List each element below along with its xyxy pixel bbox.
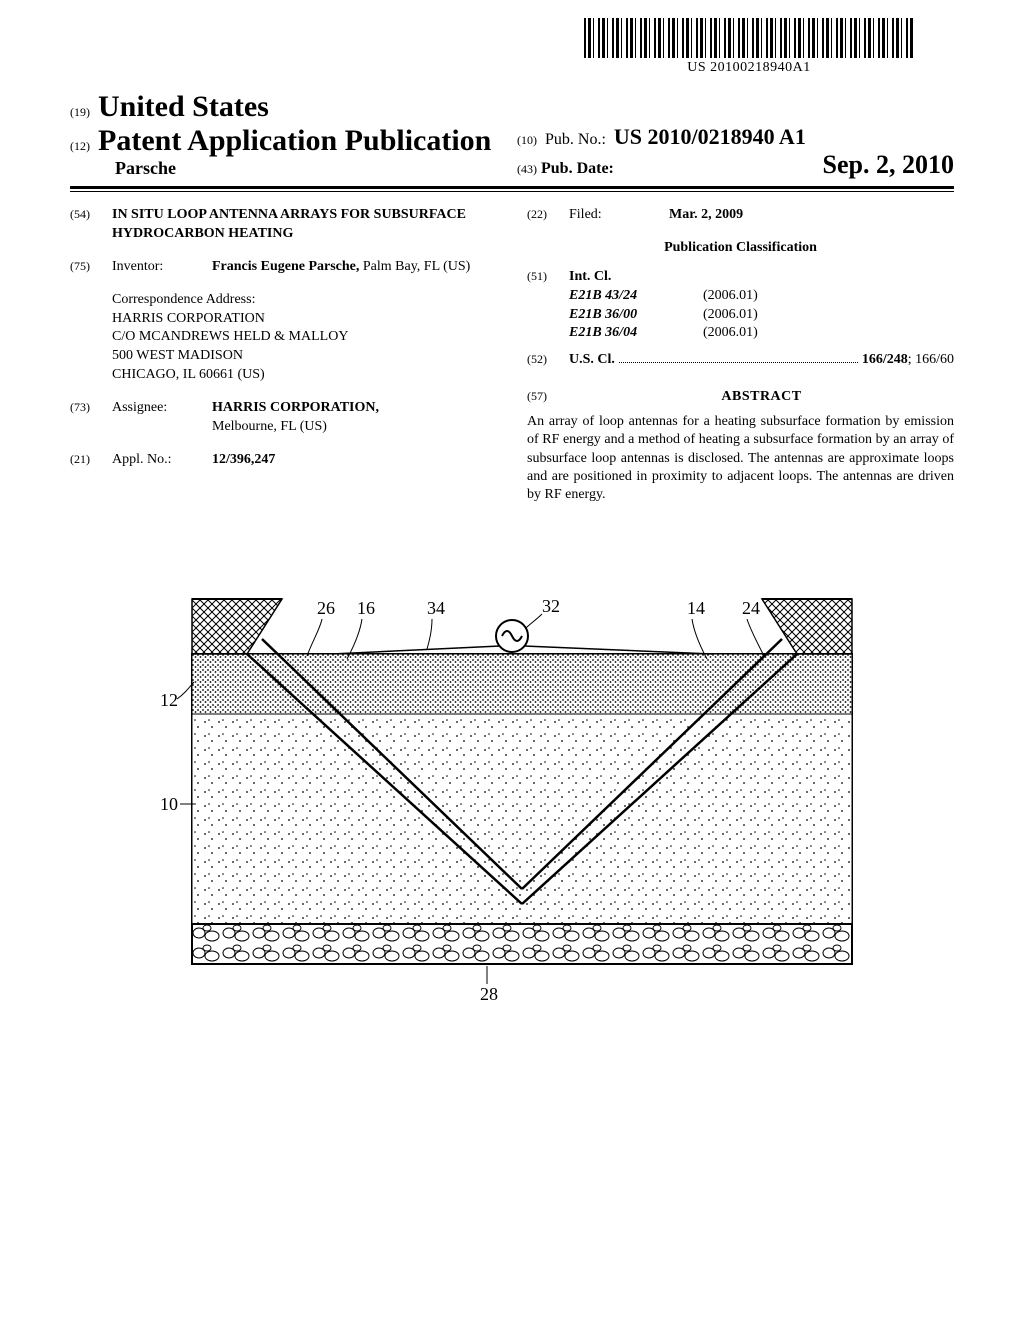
assignee-loc: Melbourne, FL (US) [212,419,327,434]
inventor-code: (75) [70,258,112,277]
country: United States [98,90,269,124]
invention-title: IN SITU LOOP ANTENNA ARRAYS FOR SUBSURFA… [112,206,497,244]
uscl-code: (52) [527,351,569,367]
barcode-region: US 20100218940A1 [584,18,914,76]
fig-label-26: 26 [317,598,335,618]
doc-type: Patent Application Publication [98,124,491,158]
inventor-loc: Palm Bay, FL (US) [363,259,470,274]
right-column: (22) Filed: Mar. 2, 2009 Publication Cla… [527,206,954,504]
correspondence: Correspondence Address: HARRIS CORPORATI… [112,291,497,385]
correspondence-l3: 500 WEST MADISON [112,347,497,366]
assignee-name: HARRIS CORPORATION, [212,400,379,415]
intcl-1-code: E21B 36/00 [569,306,679,325]
filed-code: (22) [527,206,569,225]
pubdate-label: Pub. Date: [541,160,614,177]
figure: 26 16 34 32 14 24 12 10 28 [70,564,954,1024]
inventor-label: Inventor: [112,258,212,277]
intcl-list: E21B 43/24(2006.01) E21B 36/00(2006.01) … [569,287,758,344]
figure-svg: 26 16 34 32 14 24 12 10 28 [132,564,892,1024]
fig-label-32: 32 [542,596,560,616]
bibliographic: (54) IN SITU LOOP ANTENNA ARRAYS FOR SUB… [70,206,954,504]
correspondence-l1: HARRIS CORPORATION [112,310,497,329]
left-column: (54) IN SITU LOOP ANTENNA ARRAYS FOR SUB… [70,206,497,504]
fig-label-16: 16 [357,598,375,618]
pubno: US 2010/0218940 A1 [614,124,806,150]
doc-code: (12) [70,139,90,154]
applno-label: Appl. No.: [112,451,212,470]
rule-thin [70,191,954,192]
intcl-2-code: E21B 36/04 [569,324,679,343]
pubclass-heading: Publication Classification [527,239,954,258]
intcl-0-year: (2006.01) [703,287,758,306]
pubno-label: Pub. No.: [545,131,606,149]
fig-label-14: 14 [687,598,705,618]
fig-label-24: 24 [742,598,760,618]
pubno-code: (10) [517,133,537,148]
applno: 12/396,247 [212,451,497,470]
fig-label-34: 34 [427,598,445,618]
country-code: (19) [70,105,90,120]
assignee-label: Assignee: [112,399,212,437]
intcl-0-code: E21B 43/24 [569,287,679,306]
uscl-dots [619,362,858,363]
abstract-code: (57) [527,388,569,404]
abstract-text: An array of loop antennas for a heating … [527,413,954,504]
barcode-text: US 20100218940A1 [584,60,914,76]
intcl-label: Int. Cl. [569,268,758,287]
header: (19) United States (12) Patent Applicati… [70,90,954,192]
uscl-label: U.S. Cl. [569,351,615,370]
title-code: (54) [70,206,112,244]
filed: Mar. 2, 2009 [669,206,954,225]
correspondence-label: Correspondence Address: [112,291,497,310]
author-lastname: Parsche [70,158,507,179]
filed-label: Filed: [569,206,669,225]
fig-label-28: 28 [480,984,498,1004]
intcl-1-year: (2006.01) [703,306,758,325]
pubdate-code: (43) [517,162,537,176]
assignee-code: (73) [70,399,112,437]
fig-label-10: 10 [160,794,178,814]
barcode-graphic [584,18,914,58]
uscl-secondary: ; 166/60 [908,352,954,367]
correspondence-l4: CHICAGO, IL 60661 (US) [112,366,497,385]
correspondence-l2: C/O MCANDREWS HELD & MALLOY [112,328,497,347]
inventor-name: Francis Eugene Parsche, [212,259,359,274]
applno-code: (21) [70,451,112,470]
intcl-code: (51) [527,268,569,344]
uscl-primary: 166/248 [862,352,908,367]
rule-thick [70,186,954,189]
abstract-heading: ABSTRACT [569,388,954,407]
fig-label-12: 12 [160,690,178,710]
intcl-2-year: (2006.01) [703,324,758,343]
pubdate: Sep. 2, 2010 [823,150,954,180]
